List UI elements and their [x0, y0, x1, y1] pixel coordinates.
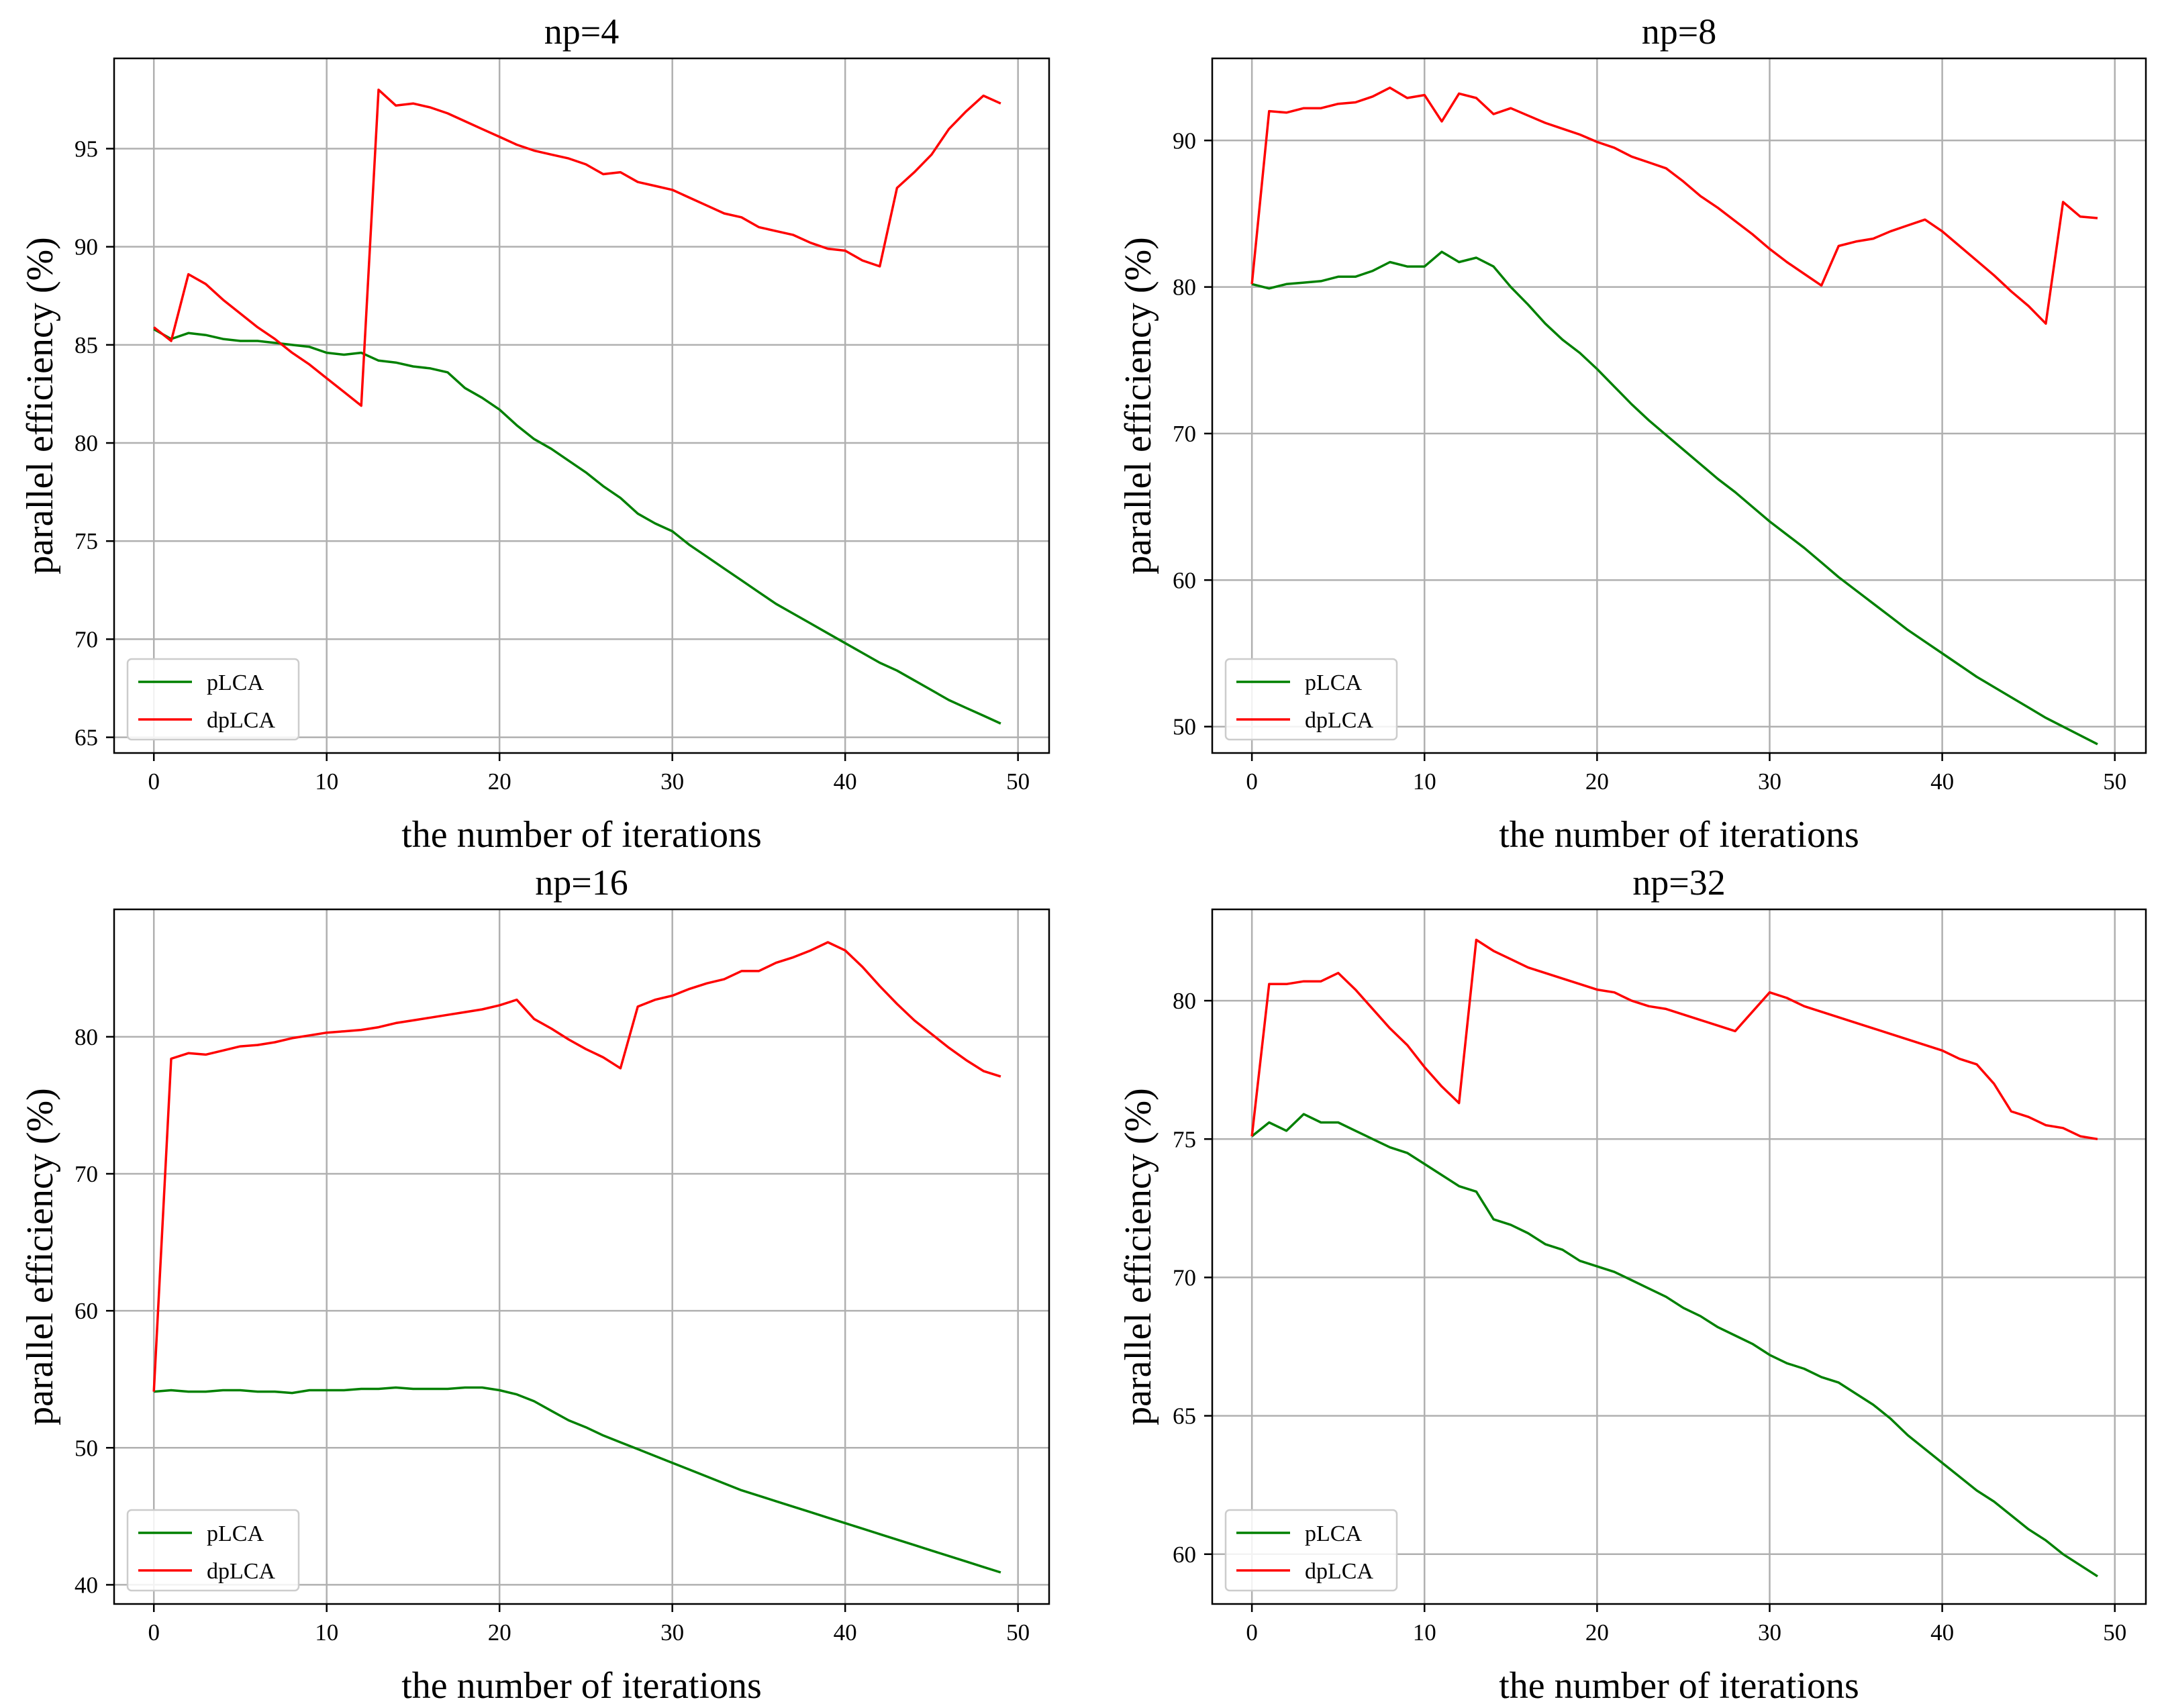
- x-tick-label: 0: [1246, 1619, 1258, 1646]
- chart-panel-2: 0 10 20 30 40 50 50 60 70 80 90 np=8 the number of i…: [1118, 11, 2147, 856]
- x-tick-label: 10: [315, 1619, 338, 1646]
- y-tick-label: 70: [1173, 421, 1196, 447]
- y-tick-label: 65: [75, 725, 98, 751]
- legend-label: dpLCA: [1305, 1559, 1373, 1584]
- x-axis-label: the number of iterations: [401, 1665, 762, 1707]
- y-tick-label: 60: [1173, 1542, 1196, 1568]
- axes-frame: [113, 908, 1050, 1605]
- x-axis-label: the number of iterations: [1499, 1665, 1859, 1707]
- x-tick-label: 30: [1758, 768, 1781, 795]
- x-tick-label: 0: [148, 768, 160, 795]
- legend-label: pLCA: [1305, 670, 1362, 695]
- x-tick-label: 40: [1930, 1619, 1954, 1646]
- legend-label: pLCA: [207, 670, 264, 695]
- x-tick-label: 20: [1585, 768, 1609, 795]
- x-tick-label: 10: [1413, 768, 1436, 795]
- x-tick-label: 50: [2103, 768, 2126, 795]
- y-tick-label: 50: [75, 1435, 98, 1461]
- y-tick-label: 90: [75, 234, 98, 260]
- legend-label: pLCA: [207, 1521, 264, 1546]
- y-axis-label: parallel efficiency (%): [19, 1088, 61, 1425]
- x-tick-label: 50: [1006, 1619, 1030, 1646]
- series-line-pLCA: [153, 328, 1001, 725]
- x-tick-label: 30: [660, 768, 684, 795]
- legend-label: dpLCA: [1305, 708, 1373, 733]
- x-tick-label: 30: [1758, 1619, 1781, 1646]
- chart-title: np=16: [535, 862, 628, 903]
- axes-frame: [113, 57, 1050, 754]
- series-line-pLCA: [1251, 250, 2098, 746]
- y-tick-label: 80: [1173, 988, 1196, 1014]
- x-axis-label: the number of iterations: [401, 814, 762, 856]
- chart-panel-1: 0 10 20 30 40 50 65 70 75 80 85 90 95 np=4 the number …: [19, 11, 1050, 856]
- y-tick-label: 60: [75, 1298, 98, 1324]
- axes-frame: [1211, 908, 2147, 1605]
- y-tick-label: 75: [75, 528, 98, 554]
- y-tick-label: 70: [75, 1161, 98, 1187]
- legend-label: dpLCA: [207, 1559, 275, 1584]
- x-tick-label: 0: [1246, 768, 1258, 795]
- y-tick-label: 50: [1173, 714, 1196, 740]
- y-tick-label: 40: [75, 1572, 98, 1598]
- y-tick-label: 90: [1173, 128, 1196, 154]
- series-line-pLCA: [154, 1386, 1001, 1574]
- x-tick-label: 20: [488, 1619, 511, 1646]
- y-axis-label: parallel efficiency (%): [19, 237, 61, 574]
- y-tick-label: 80: [1173, 274, 1196, 301]
- x-tick-label: 20: [488, 768, 511, 795]
- x-tick-label: 30: [660, 1619, 684, 1646]
- chart-panel-4: 0 10 20 30 40 50 60 65 70 75 80 np=32 the number of …: [1118, 862, 2147, 1707]
- chart-title: np=4: [544, 11, 619, 52]
- chart-title: np=32: [1632, 862, 1725, 903]
- x-tick-label: 40: [1930, 768, 1954, 795]
- axes-frame: [1211, 57, 2147, 754]
- series-line-dpLCA: [1250, 938, 2098, 1141]
- x-tick-label: 10: [315, 768, 338, 795]
- y-tick-label: 80: [75, 1024, 98, 1050]
- x-tick-label: 40: [834, 1619, 857, 1646]
- x-tick-label: 0: [148, 1619, 160, 1646]
- y-tick-label: 70: [75, 626, 98, 652]
- legend: pLCA dpLCA: [126, 658, 300, 741]
- chart-panel-3: 0 10 20 30 40 50 40 50 60 70 80 np=16 the number of …: [19, 862, 1050, 1707]
- legend: pLCA dpLCA: [1224, 658, 1398, 741]
- series-line-dpLCA: [152, 941, 1001, 1392]
- y-tick-label: 60: [1173, 567, 1196, 593]
- y-axis-label: parallel efficiency (%): [1118, 237, 1159, 574]
- legend: pLCA dpLCA: [126, 1509, 300, 1592]
- x-tick-label: 40: [834, 768, 857, 795]
- y-tick-label: 95: [75, 136, 98, 162]
- series-line-dpLCA: [153, 89, 1001, 407]
- series-line-dpLCA: [1250, 86, 2098, 325]
- x-tick-label: 50: [1006, 768, 1030, 795]
- series-line-pLCA: [1251, 1113, 2098, 1578]
- chart-title: np=8: [1642, 11, 1716, 52]
- y-axis-label: parallel efficiency (%): [1118, 1088, 1159, 1425]
- legend: pLCA dpLCA: [1224, 1509, 1398, 1592]
- legend-label: pLCA: [1305, 1521, 1362, 1546]
- y-tick-label: 80: [75, 430, 98, 456]
- y-tick-label: 85: [75, 332, 98, 358]
- legend-label: dpLCA: [207, 708, 275, 733]
- x-tick-label: 20: [1585, 1619, 1609, 1646]
- x-tick-label: 50: [2103, 1619, 2126, 1646]
- y-tick-label: 70: [1173, 1264, 1196, 1291]
- x-tick-label: 10: [1413, 1619, 1436, 1646]
- y-tick-label: 75: [1173, 1126, 1196, 1152]
- x-axis-label: the number of iterations: [1499, 814, 1859, 856]
- y-tick-label: 65: [1173, 1403, 1196, 1429]
